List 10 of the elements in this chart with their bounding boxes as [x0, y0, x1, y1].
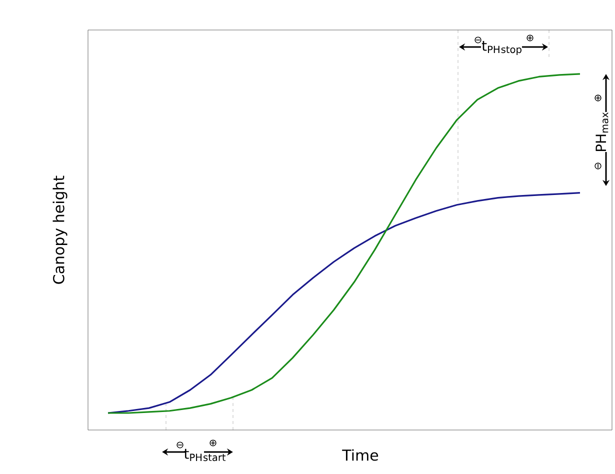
annotation: PH$_{max}$	[596, 112, 608, 152]
annotation: ⊖	[594, 162, 602, 170]
y-axis-title: Canopy height	[52, 176, 68, 284]
text: ⊕	[526, 34, 534, 42]
text: ⊕	[210, 440, 216, 446]
x-axis-title: Time	[342, 449, 378, 461]
annotation: ⊕	[594, 94, 602, 102]
text: ⊖	[474, 36, 482, 44]
text: ⊖	[176, 442, 184, 448]
text: t$_{PHstop}$	[482, 40, 522, 56]
